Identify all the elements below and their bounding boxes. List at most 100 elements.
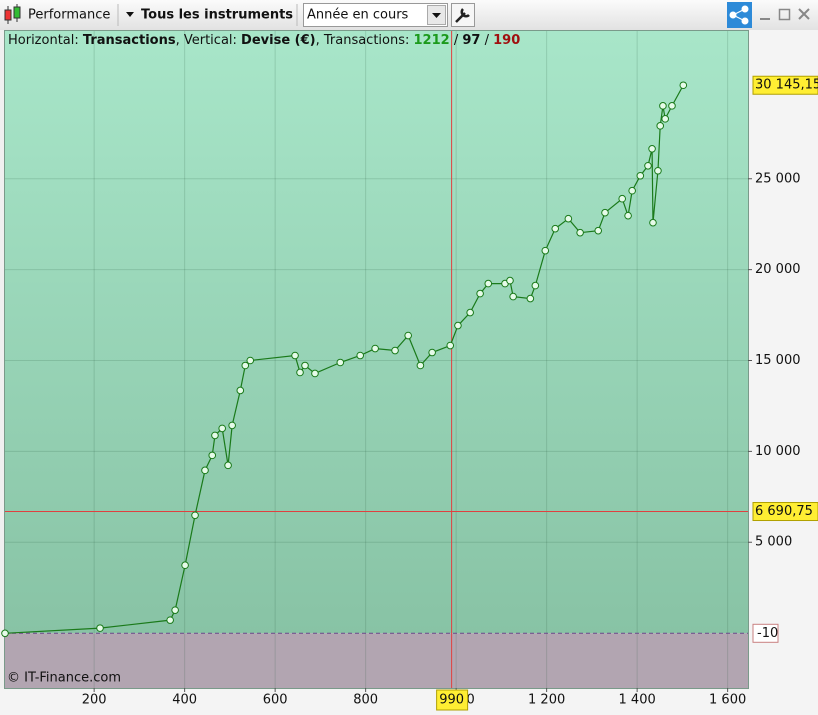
trade-marker [166,616,174,624]
info-part: Devise (€) [241,33,316,48]
crosshair-y-label: 6 690,75 [755,504,813,519]
trade-marker [201,466,209,475]
select-arrow [432,13,441,18]
y-tick-label: 20 000 [755,262,801,277]
trade-marker [618,194,627,203]
trade-marker [191,511,199,520]
trade-marker [311,369,319,378]
trade-marker [356,351,365,360]
trade-marker [668,102,676,110]
last-value-label: 30 145,15 [755,78,818,93]
trade-marker [659,102,667,110]
trade-marker [594,226,603,235]
info-part: 190 [493,33,520,48]
wrench-icon [455,8,470,23]
y-tick-label: 10 000 [755,444,801,459]
period-value[interactable]: Année en cours [307,8,409,23]
x-tick-label: 200 [82,693,107,708]
trade-marker [531,281,540,290]
trade-marker [301,361,309,370]
info-part: 97 [462,33,480,48]
trade-marker [236,386,245,395]
trade-marker [211,431,219,440]
trade-marker [416,361,425,370]
trade-marker [208,451,217,460]
dropdown-arrow[interactable] [126,12,134,17]
trade-marker [484,279,493,288]
trade-marker [181,561,189,570]
trade-marker [656,122,665,130]
y-axis-panel [748,30,818,715]
x-tick-label: 400 [172,693,197,708]
trade-marker [218,424,226,433]
y-tick-label: 15 000 [755,353,801,368]
view-label[interactable]: Performance [28,8,110,23]
trade-marker [446,341,455,350]
trade-marker [224,461,232,470]
info-part: Horizontal: [8,33,83,48]
info-part: Transactions [83,33,176,48]
trade-marker [291,351,299,360]
trade-marker [96,624,104,632]
x-tick-label: 1 200 [528,693,565,708]
trade-marker [661,115,669,123]
trade-marker [506,276,514,285]
y-tick-label: 5 000 [755,535,792,550]
info-part: / [480,33,493,48]
trade-marker [246,356,255,365]
candle-icon [4,4,21,24]
trade-marker [624,211,632,220]
share-icon [729,5,749,25]
trade-marker [296,368,304,377]
trade-marker [171,606,179,614]
info-part: / [450,33,463,48]
trade-marker [654,166,662,175]
negative-zone [5,633,748,688]
trade-marker [454,321,462,330]
positive-zone [5,31,748,634]
trade-marker [601,208,609,217]
trade-marker [679,81,688,90]
info-part: , Transactions: [316,33,414,48]
x-tick-label: 600 [263,693,288,708]
x-axis-panel [0,688,818,715]
copyright: © IT-Finance.com [7,671,121,686]
x-tick-label: 800 [353,693,378,708]
close-button[interactable] [798,8,810,20]
trade-marker [241,361,250,370]
trade-marker [428,348,436,357]
trade-marker [541,246,550,255]
crosshair-y-box [752,502,818,522]
trade-marker [564,214,573,223]
info-part: 1212 [414,33,450,48]
trade-marker [336,358,345,367]
trade-marker [466,308,474,317]
trade-marker [648,145,656,153]
trade-marker [509,292,517,301]
trade-marker [371,344,379,353]
trade-marker [551,224,560,233]
instruments-menu[interactable]: Tous les instruments [141,8,293,23]
maximize-button[interactable] [778,8,791,21]
chart-info: Horizontal: Transactions, Vertical: Devi… [8,33,520,48]
trade-marker [404,331,412,340]
info-part: , Vertical: [176,33,241,48]
baseline-box [752,623,779,643]
baseline-label: -10 [757,626,778,641]
period-select[interactable] [303,3,448,27]
last-value-box [752,75,818,95]
trade-marker [644,161,652,170]
x-tick-label: 1 600 [709,693,746,708]
plot-border [4,30,749,689]
crosshair-x-box [436,689,469,711]
trade-marker [228,421,236,430]
trade-marker [476,289,484,298]
trade-marker [636,171,645,180]
plot-area [1,30,749,689]
trade-marker [391,346,399,355]
trade-marker [526,294,535,303]
trade-marker [1,629,9,638]
trade-marker [576,228,584,237]
